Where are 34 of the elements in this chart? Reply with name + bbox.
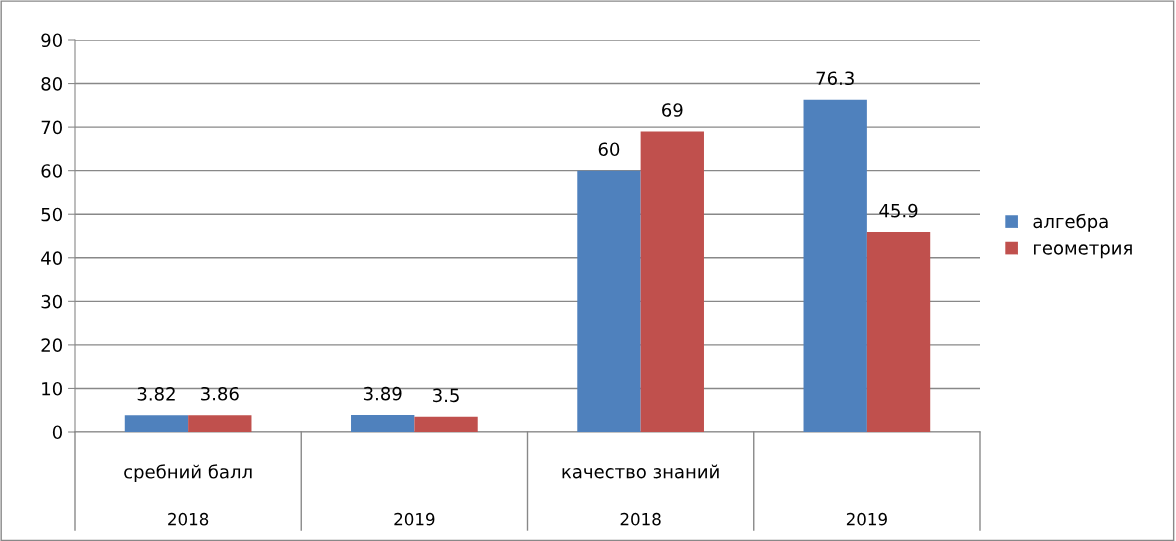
x-tick-label: 2019 — [394, 512, 435, 526]
data-label: 3.86 — [201, 386, 239, 401]
data-label: 76.3 — [816, 71, 854, 86]
y-tick-label: 40 — [41, 251, 62, 265]
bar — [803, 99, 867, 432]
bar — [188, 415, 252, 432]
bar — [124, 415, 189, 432]
x-tick-label: 2018 — [620, 512, 661, 526]
y-tick-label: 80 — [41, 77, 62, 91]
data-label: 60 — [598, 142, 620, 157]
y-tick-label: 30 — [41, 294, 62, 309]
y-tick-label: 10 — [42, 381, 62, 396]
data-label: 3.82 — [137, 387, 175, 401]
x-tick-label: 2018 — [168, 512, 209, 526]
y-tick-label: 60 — [41, 164, 62, 178]
y-tick-label: 50 — [41, 207, 62, 222]
data-label: 3.89 — [363, 386, 402, 401]
data-label: 3.5 — [433, 388, 459, 403]
bar — [414, 416, 478, 432]
bar — [577, 170, 641, 432]
y-tick-label: 90 — [41, 33, 62, 48]
y-tick-label: 70 — [41, 120, 62, 135]
bar — [640, 131, 704, 432]
text: качество знаний — [562, 464, 719, 479]
y-tick-label: 20 — [41, 338, 62, 353]
x-tick-label: 2019 — [846, 512, 887, 526]
data-label: 69 — [662, 103, 683, 117]
bar — [866, 232, 931, 432]
data-label: 45.9 — [879, 203, 918, 218]
y-tick-label: 0 — [52, 425, 62, 440]
text: сребний балл — [124, 464, 252, 483]
bar — [351, 415, 415, 432]
legend-label: алгебра — [1033, 213, 1108, 232]
legend-label: геометрия — [1034, 244, 1132, 259]
